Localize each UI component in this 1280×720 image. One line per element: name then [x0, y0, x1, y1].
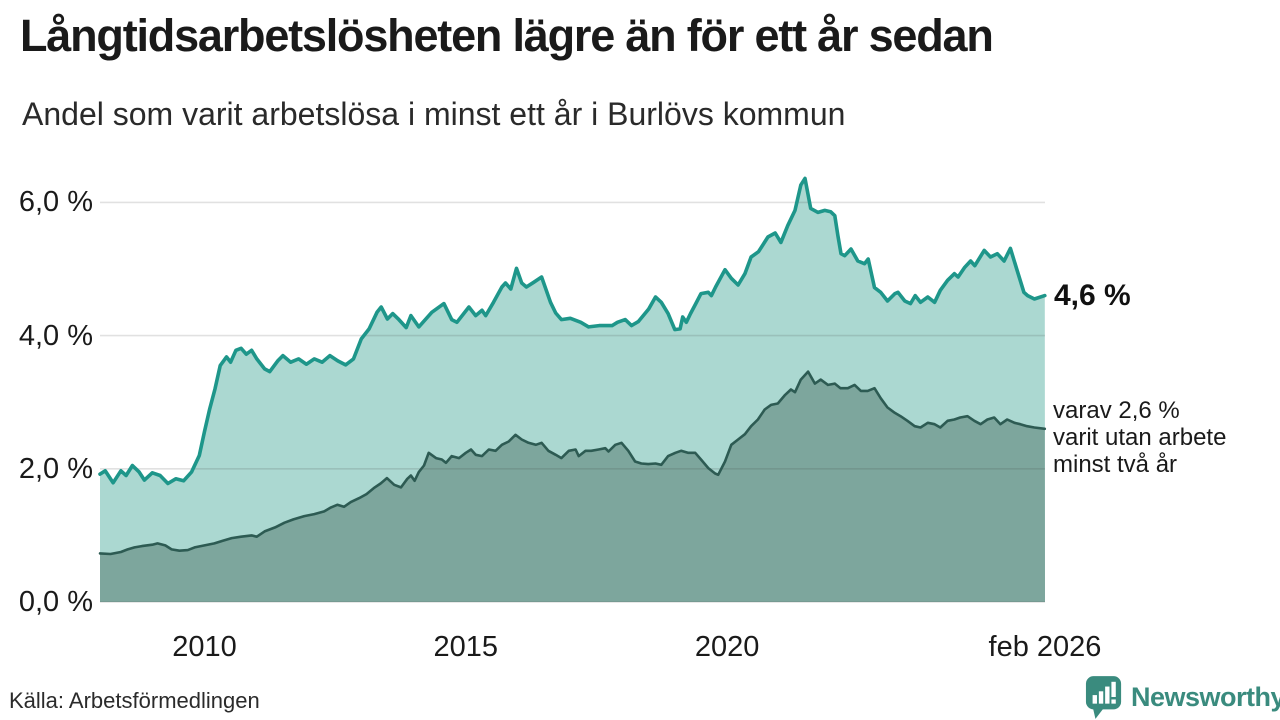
y-axis-tick-label: 4,0 %: [18, 319, 93, 352]
y-axis-tick-label: 2,0 %: [18, 452, 93, 485]
source-credit: Källa: Arbetsförmedlingen: [9, 688, 260, 713]
chart-subtitle: Andel som varit arbetslösa i minst ett å…: [22, 96, 846, 132]
line-minst-tva-ar: [98, 370, 1047, 556]
x-axis-tick-label: 2020: [694, 631, 760, 663]
x-axis-tick-label: 2010: [172, 631, 237, 663]
line-minst-ett-ar: [98, 176, 1047, 486]
latest-value-label: 4,6 %: [1054, 279, 1131, 312]
gridlines: [100, 201, 1045, 603]
series-lines: [98, 176, 1047, 556]
secondary-annotation: varav 2,6 % varit utan arbete minst två …: [1053, 397, 1227, 478]
y-axis-tick-label: 0,0 %: [18, 586, 93, 618]
x-axis-tick-label: 2015: [433, 631, 499, 663]
area-fill-minst-tva-ar: [100, 371, 1045, 602]
x-axis-tick-label: feb 2026: [988, 631, 1102, 663]
bar-chart-speech-bubble-icon: [1085, 674, 1123, 720]
area-fills: [100, 178, 1045, 602]
y-axis-tick-label: 6,0 %: [18, 186, 93, 219]
page-title: Långtidsarbetslösheten lägre än för ett …: [20, 10, 994, 61]
newsworthy-logo-text: Newsworthy: [1131, 681, 1280, 712]
newsworthy-logo-link[interactable]: Newsworthy: [1085, 674, 1280, 720]
